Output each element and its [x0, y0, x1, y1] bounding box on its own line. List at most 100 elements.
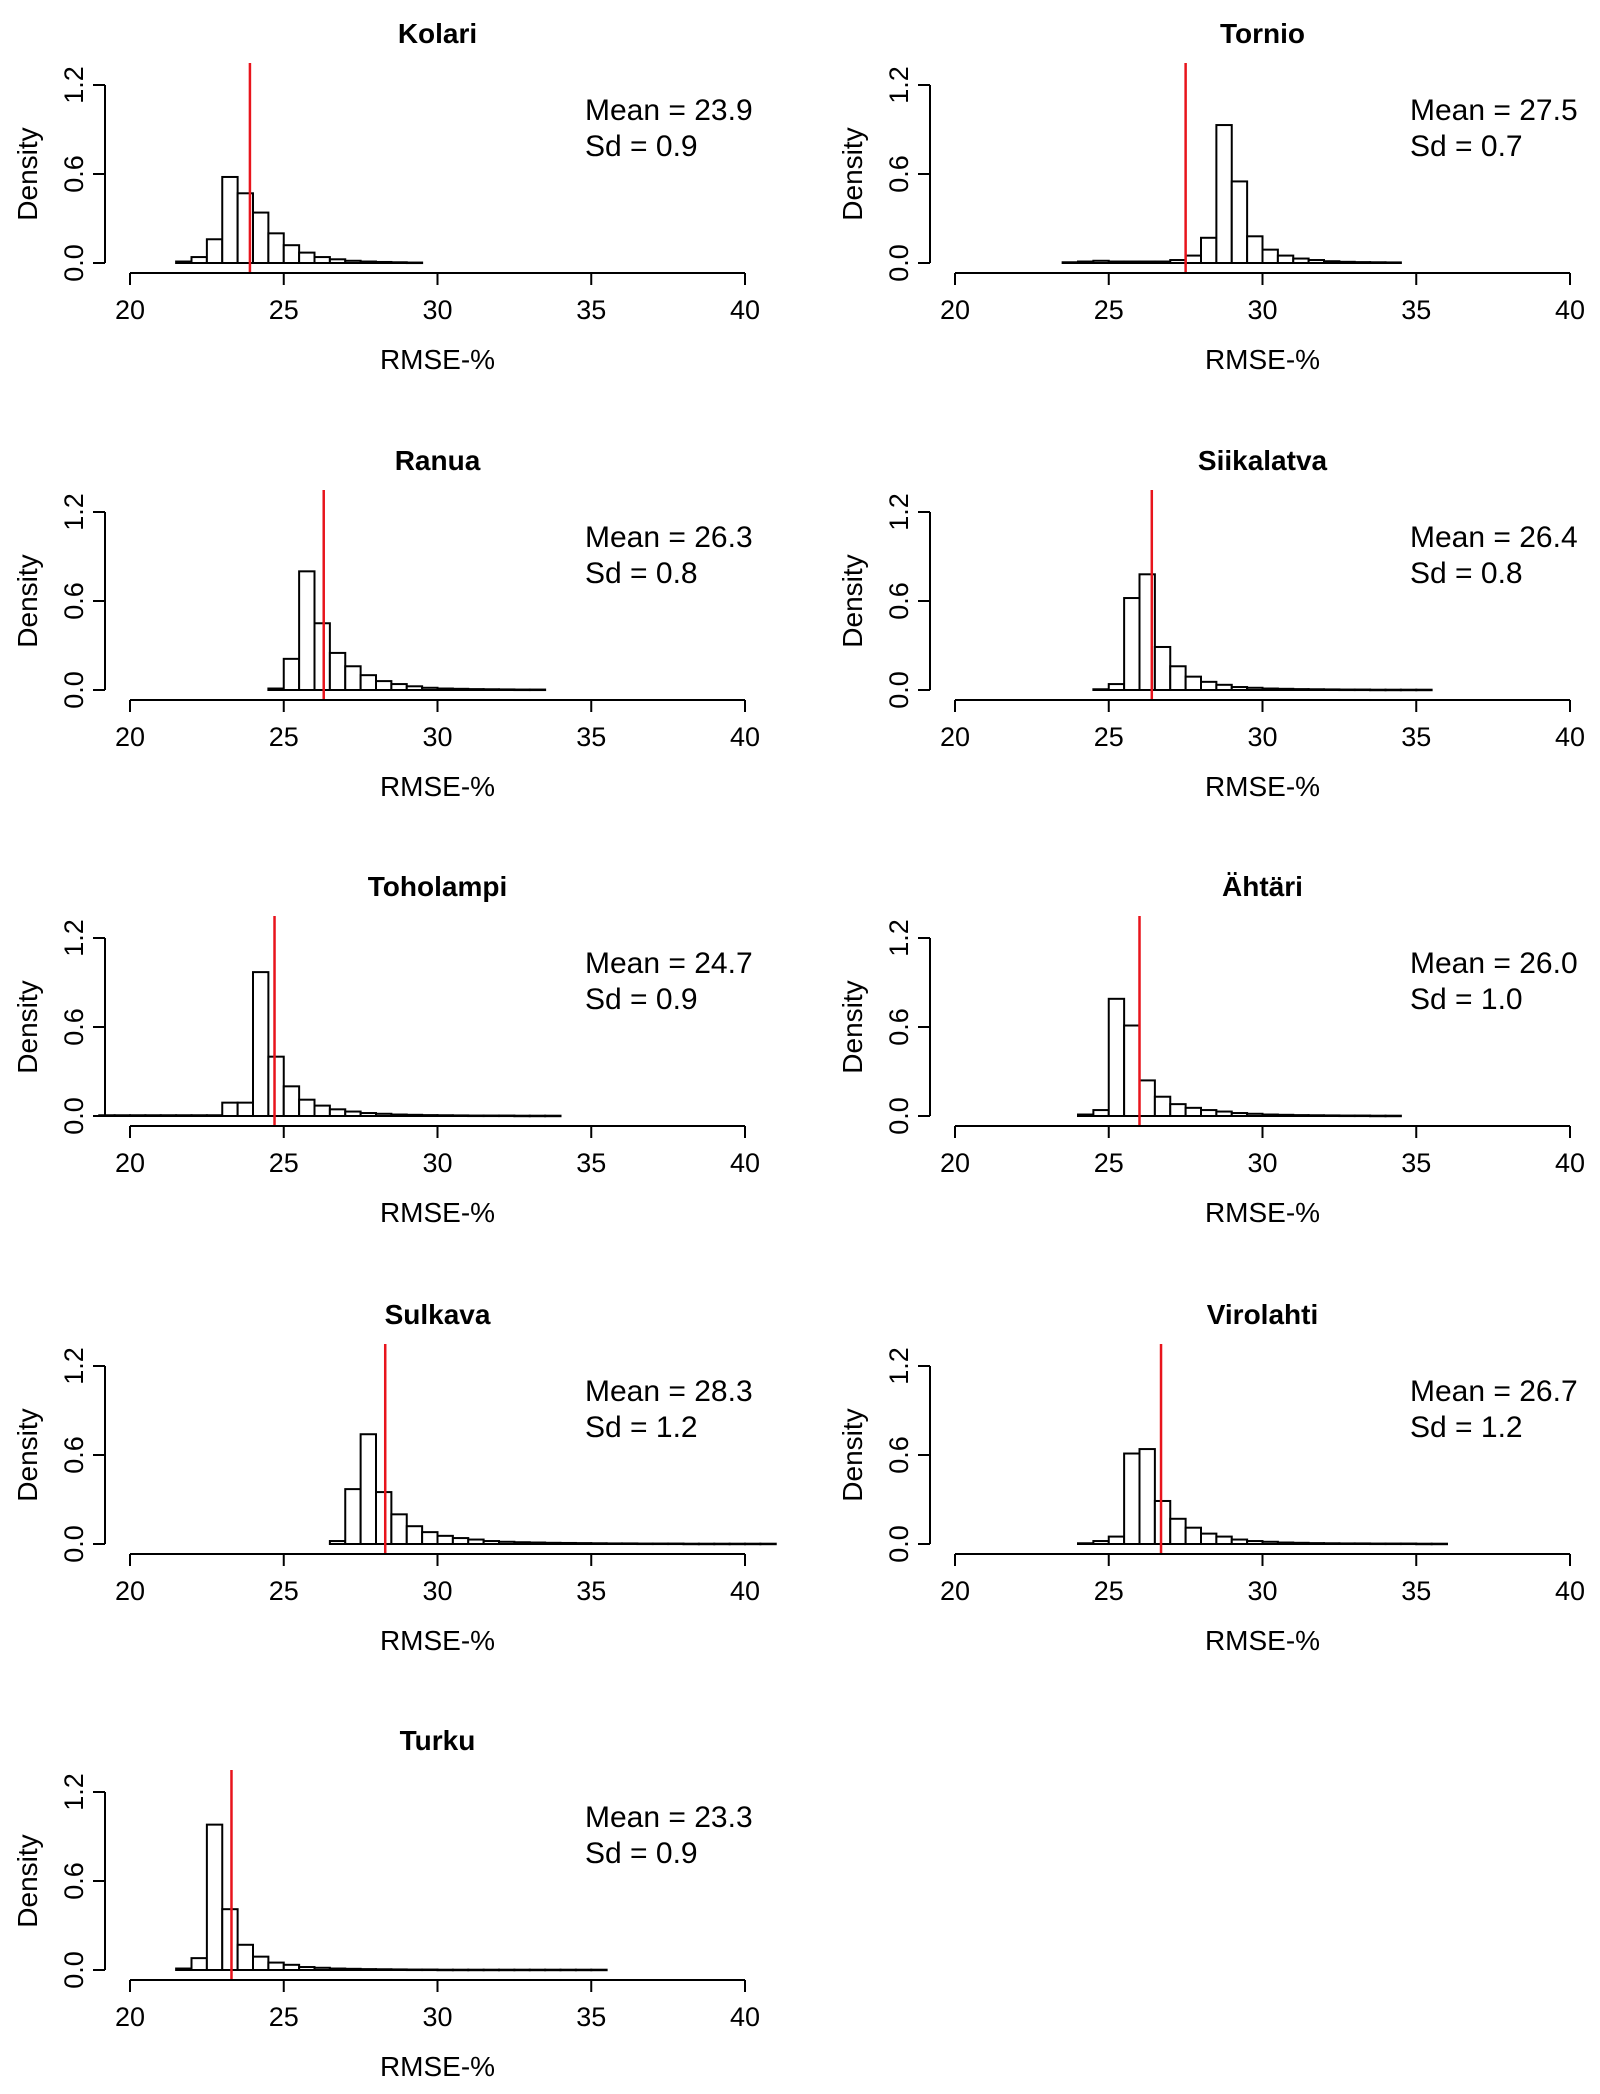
histogram-bars [175, 1823, 608, 1972]
histogram-bar [282, 1085, 301, 1118]
sd-annotation: Sd = 1.2 [585, 1411, 698, 1444]
panel-title: Turku [400, 1725, 476, 1756]
y-tick-label: 0.0 [884, 1097, 914, 1135]
x-tick-label: 40 [1555, 295, 1585, 325]
histogram-bar [451, 687, 470, 692]
x-tick-label: 20 [115, 295, 145, 325]
sd-annotation: Sd = 0.9 [585, 1837, 698, 1870]
histogram-bar [344, 1488, 362, 1546]
histogram-bar [175, 1114, 193, 1117]
histogram-bar [1138, 260, 1156, 264]
histogram-bars [98, 971, 562, 1118]
histogram-bar [544, 1541, 562, 1546]
x-tick-label: 30 [422, 295, 452, 325]
histogram-bar [175, 260, 193, 264]
histogram-bar [298, 570, 316, 691]
histogram-bar [344, 1110, 362, 1118]
histogram-bar [390, 1968, 408, 1971]
x-tick-label: 25 [1094, 1148, 1124, 1178]
x-tick-label: 40 [730, 1576, 760, 1606]
histogram-bar [651, 1542, 670, 1546]
histogram-bar [667, 1542, 685, 1546]
histogram-bar [498, 1114, 516, 1118]
y-tick-label: 0.0 [59, 671, 89, 709]
sd-annotation: Sd = 1.0 [1410, 983, 1523, 1016]
mean-annotation: Mean = 26.4 [1410, 521, 1578, 554]
x-tick-label: 20 [115, 1576, 145, 1606]
y-axis-label: Density [837, 1408, 868, 1501]
histogram-bar [528, 688, 547, 692]
histogram-bar [236, 1101, 254, 1118]
histogram-bar [513, 1541, 531, 1545]
histogram-panel: Turku 20 25 30 35 40 RMSE-% 0.0 0.6 1.2 Density Mea… [12, 1725, 760, 2082]
histogram-bar [528, 1968, 547, 1972]
histogram-bars [175, 175, 424, 265]
histogram-bar [267, 232, 285, 264]
x-tick-label: 20 [940, 722, 970, 752]
y-axis-label: Density [12, 127, 43, 220]
histogram-bar [421, 1531, 439, 1545]
histogram-bar [1307, 1114, 1325, 1117]
y-tick-label: 1.2 [884, 1347, 914, 1385]
histogram-bar [1323, 1542, 1341, 1545]
histogram-bar [375, 1112, 393, 1118]
x-tick-label: 35 [576, 2002, 606, 2032]
histogram-bar [1292, 1541, 1310, 1546]
y-axis-label: Density [12, 1834, 43, 1927]
histogram-bar [1061, 261, 1079, 264]
histogram-bar [421, 1968, 439, 1972]
histogram-bar [190, 256, 208, 265]
histogram-bar [559, 1541, 577, 1546]
y-tick-label: 0.0 [884, 671, 914, 709]
histogram-bar [344, 1967, 362, 1972]
histogram-bar [298, 1098, 316, 1118]
histogram-bar [1261, 1113, 1279, 1118]
histogram-bar [1107, 1535, 1126, 1546]
histogram-bar [267, 1961, 285, 1972]
x-tick-label: 40 [1555, 1148, 1585, 1178]
x-tick-label: 30 [1247, 1576, 1277, 1606]
histogram-bar [390, 1513, 408, 1546]
histogram-bar [1215, 1110, 1233, 1118]
histogram-bar [1338, 688, 1356, 692]
histogram-bar [1200, 1109, 1218, 1117]
y-tick-label: 1.2 [59, 66, 89, 104]
histogram-bar [359, 674, 377, 692]
histogram-bars [328, 1433, 777, 1546]
histogram-bar [328, 1540, 347, 1545]
x-tick-label: 30 [1247, 722, 1277, 752]
x-tick-label: 20 [115, 722, 145, 752]
histogram-bar [1307, 688, 1325, 692]
histogram-bar [405, 685, 424, 692]
histogram-bar [175, 1967, 193, 1972]
histogram-panel: Tornio 20 25 30 35 40 RMSE-% 0.0 0.6 1.2 Density Me… [837, 18, 1585, 375]
y-tick-label: 0.6 [59, 582, 89, 620]
histogram-bars [1077, 1448, 1448, 1546]
histogram-bar [390, 1113, 408, 1118]
histogram-bar [298, 1966, 316, 1971]
y-tick-label: 1.2 [59, 1773, 89, 1811]
histogram-bar [344, 665, 362, 691]
histogram-bars [1092, 573, 1433, 692]
histogram-bar [1246, 1540, 1264, 1545]
sd-annotation: Sd = 0.8 [1410, 557, 1523, 590]
histogram-bar [467, 688, 485, 691]
y-tick-label: 1.2 [884, 919, 914, 957]
histogram-bar [390, 261, 408, 264]
y-tick-label: 0.0 [59, 1525, 89, 1563]
histogram-bar [282, 244, 301, 264]
histogram-bar [1092, 259, 1110, 264]
histogram-panel: Ähtäri 20 25 30 35 40 RMSE-% 0.0 0.6 1.2 Density Me… [837, 871, 1585, 1228]
histogram-bar [574, 1542, 593, 1545]
histogram-bar [590, 1542, 608, 1545]
histogram-bar [451, 1537, 470, 1545]
histogram-bar [1384, 1542, 1402, 1546]
histogram-bar [1215, 683, 1233, 692]
histogram-bar [1323, 260, 1341, 265]
histogram-bar [1276, 1113, 1295, 1118]
histogram-bar [1430, 1542, 1448, 1546]
histogram-bars [267, 570, 547, 692]
histogram-bar [1200, 236, 1218, 265]
histogram-bar [1338, 1114, 1356, 1118]
